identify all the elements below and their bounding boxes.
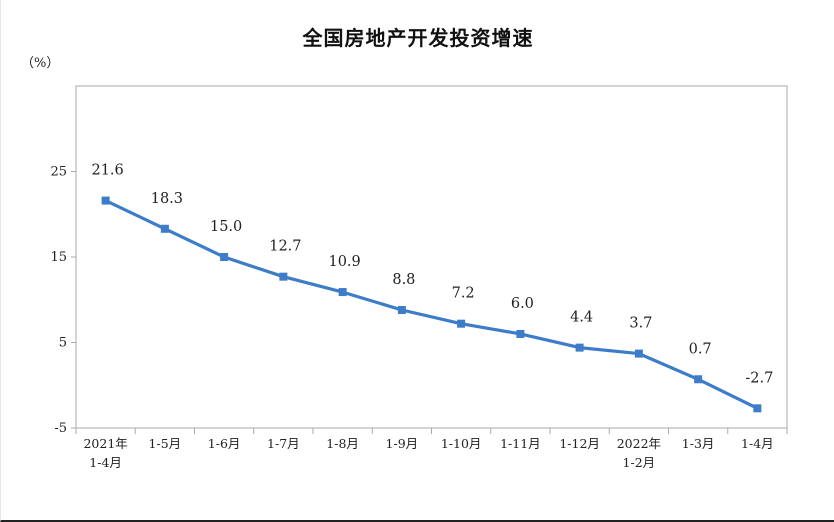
y-tick-label: -5 — [54, 421, 67, 436]
data-point — [160, 224, 169, 233]
data-point — [516, 329, 525, 338]
x-tick-label: 1-7月 — [267, 436, 300, 451]
x-tick-label: 1-12月 — [559, 436, 600, 451]
data-label: 15.0 — [210, 219, 242, 235]
y-tick-label: 15 — [50, 250, 67, 265]
data-points — [101, 196, 762, 413]
data-point — [694, 375, 703, 384]
x-tick-label: 1-4月 — [89, 455, 122, 470]
x-tick-label: 1-8月 — [326, 436, 359, 451]
data-label: -2.7 — [745, 370, 773, 386]
x-tick-label: 1-11月 — [500, 436, 541, 451]
data-point — [101, 196, 110, 205]
axes — [75, 85, 788, 429]
x-tick-label: 1-3月 — [682, 436, 715, 451]
x-ticks: 2021年 1-4月 1-5月 1-6月 1-7月 1-8月 1-9月 1-10月 1-11月 1… — [75, 428, 788, 470]
data-point — [397, 306, 406, 315]
y-unit-label: （%） — [21, 56, 60, 71]
data-point — [338, 288, 347, 297]
x-tick-label: 1-2月 — [623, 455, 656, 470]
x-tick-label: 1-5月 — [149, 436, 182, 451]
x-tick-label: 1-9月 — [386, 436, 419, 451]
data-point — [575, 343, 584, 352]
x-tick-label: 1-4月 — [741, 436, 774, 451]
y-tick-label: 5 — [59, 336, 67, 351]
x-tick-label: 1-10月 — [441, 436, 482, 451]
series-line — [104, 199, 759, 410]
data-label: 6.0 — [511, 296, 534, 312]
data-label: 10.9 — [328, 254, 360, 270]
x-tick-label: 2021年 — [83, 436, 127, 451]
data-label: 18.3 — [151, 191, 183, 207]
data-point — [634, 349, 643, 358]
data-label: 7.2 — [452, 286, 475, 302]
data-point — [753, 404, 762, 413]
y-ticks: 25 15 5 -5 — [50, 165, 76, 436]
data-point — [220, 253, 229, 261]
chart-title: 全国房地产开发投资增速 — [302, 26, 534, 50]
data-label: 0.7 — [689, 341, 712, 357]
data-label: 21.6 — [91, 163, 123, 179]
x-tick-label: 1-6月 — [208, 436, 241, 451]
plot-border — [75, 85, 788, 429]
data-labels: 21.6 18.3 15.0 12.7 10.9 8.8 7.2 6.0 4.4 3.7 0.7 -2… — [91, 163, 773, 387]
y-tick-label: 25 — [50, 165, 67, 180]
data-label: 4.4 — [570, 310, 593, 326]
x-tick-label: 2022年 — [617, 436, 661, 451]
data-label: 12.7 — [269, 239, 301, 255]
data-point — [279, 272, 288, 281]
data-point — [457, 319, 466, 328]
data-label: 3.7 — [629, 316, 652, 332]
data-label: 8.8 — [392, 272, 415, 288]
